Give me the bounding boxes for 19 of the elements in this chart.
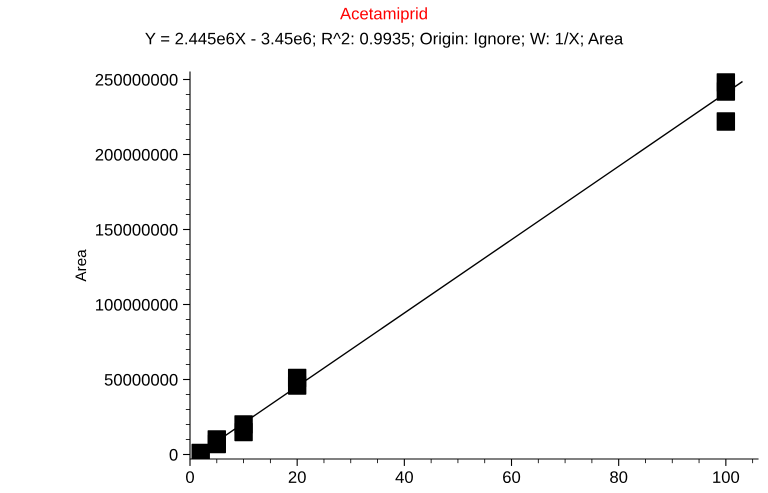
point <box>234 415 253 434</box>
x-tick-label: 20 <box>288 471 306 484</box>
point <box>716 82 736 101</box>
x-tick-label: 0 <box>186 471 194 484</box>
x-tick-label: 80 <box>610 471 628 484</box>
x-tick-label: 40 <box>395 471 413 484</box>
y-axis-title: Area <box>76 249 86 282</box>
x-tick-label: 60 <box>503 471 520 484</box>
point <box>716 112 736 131</box>
y-tick-label: 100000000 <box>96 298 178 311</box>
y-tick-label: 250000000 <box>96 74 178 86</box>
y-tick-label: 0 <box>170 448 178 461</box>
chart-title: Acetamiprid <box>340 7 427 23</box>
y-tick-label: 50000000 <box>104 374 178 386</box>
point <box>288 368 306 388</box>
chart-subtitle: Y = 2.445e6X - 3.45e6; R^2: 0.9935; Origin: Ignore; W: 1/X; Area <box>145 32 624 48</box>
y-tick-label: 200000000 <box>96 148 178 161</box>
x-tick-label: 100 <box>713 471 740 484</box>
y-tick-label: 150000000 <box>96 224 178 236</box>
